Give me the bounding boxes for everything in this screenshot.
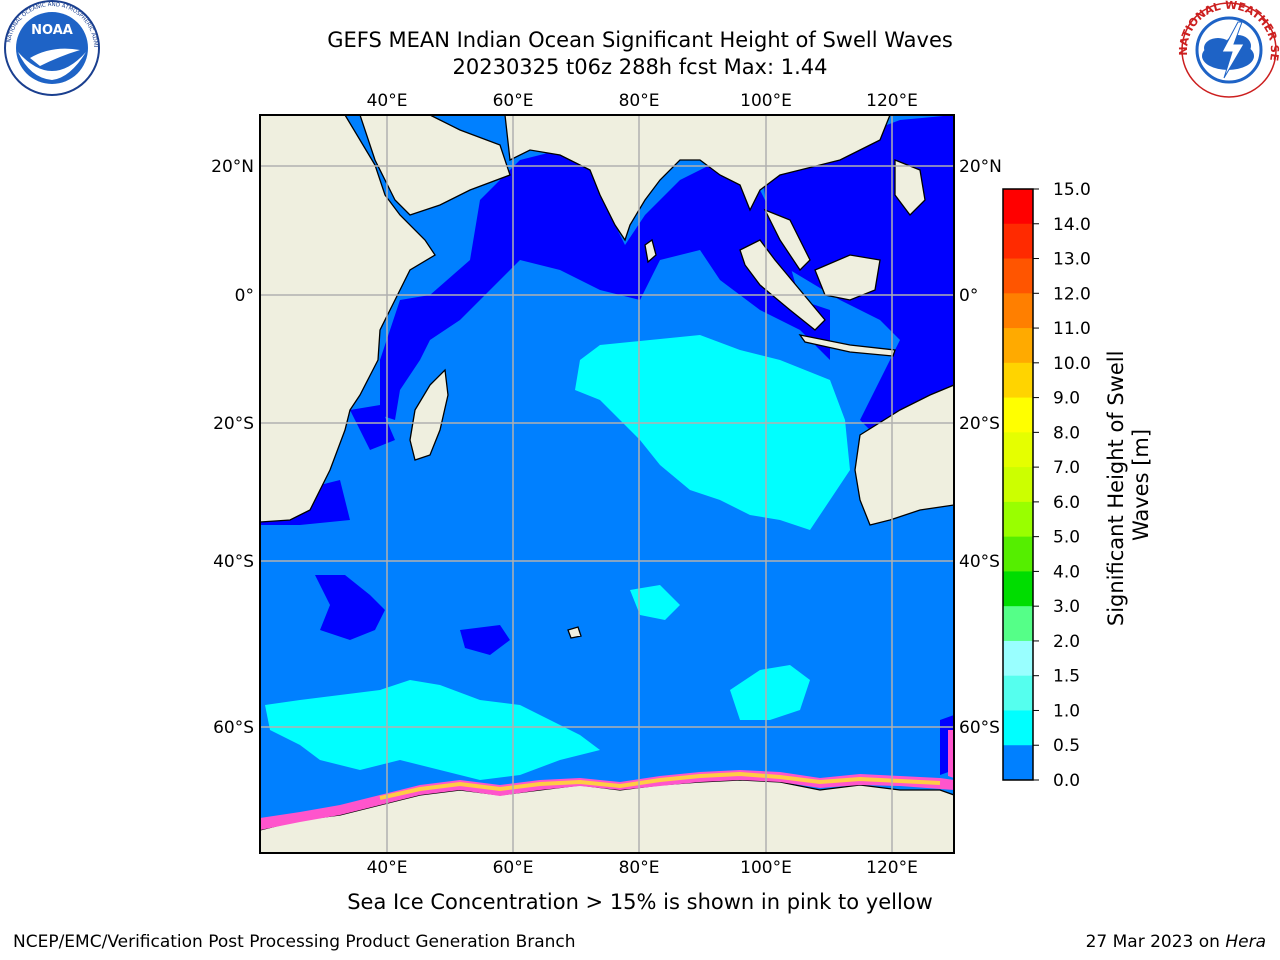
colorbar: 15.0 14.0 13.0 12.0 11.0 10.0 9.0 8.0 7.0 6.0 5.0 4…	[1002, 180, 1091, 791]
colorbar-label: Significant Height of Swell Waves [m]	[1104, 344, 1153, 626]
madagascar	[409, 368, 449, 461]
lat-tick-left: 20°S	[213, 414, 254, 434]
footer-right: 27 Mar 2023 on Hera	[1086, 932, 1266, 952]
colorbar-swatch	[1003, 501, 1033, 538]
arabia	[359, 115, 511, 216]
colorbar-tick-label: 2.0	[1053, 632, 1080, 652]
footer-left: NCEP/EMC/Verification Post Processing Pr…	[13, 932, 576, 952]
lat-tick-left: 0°	[235, 286, 254, 306]
chart-title: GEFS MEAN Indian Ocean Significant Heigh…	[0, 27, 1280, 81]
asia	[504, 115, 891, 242]
colorbar-swatch	[1003, 467, 1033, 503]
lon-tick-top: 80°E	[619, 91, 660, 111]
sumatra	[739, 239, 826, 331]
lon-tick-bottom: 60°E	[493, 858, 534, 878]
colorbar-swatch	[1003, 189, 1033, 225]
noaa-logo-text: NOAA	[31, 23, 73, 38]
colorbar-tick-label: 0.0	[1053, 771, 1080, 791]
title-line-2: 20230325 t06z 288h fcst Max: 1.44	[452, 55, 828, 79]
colorbar-tick-label: 6.0	[1053, 493, 1080, 513]
lon-tick-bottom: 120°E	[866, 858, 918, 878]
java	[798, 334, 896, 357]
colorbar-tick-label: 3.0	[1053, 597, 1080, 617]
lat-tick-left: 60°S	[213, 718, 254, 738]
colorbar-tick-label: 11.0	[1053, 319, 1091, 339]
colorbar-swatch	[1003, 258, 1033, 294]
lon-tick-bottom: 100°E	[740, 858, 792, 878]
lat-tick-right: 40°S	[959, 552, 1000, 572]
lat-tick-left: 40°S	[213, 552, 254, 572]
colorbar-swatch	[1003, 397, 1033, 433]
colorbar-tick-label: 5.0	[1053, 528, 1080, 548]
colorbar-swatch	[1003, 432, 1033, 468]
graticule	[260, 115, 954, 853]
colorbar-swatch	[1003, 571, 1033, 607]
colorbar-swatch	[1003, 710, 1033, 746]
lon-tick-top: 40°E	[367, 91, 408, 111]
colorbar-frame	[1002, 188, 1034, 781]
colorbar-tick-label: 4.0	[1053, 562, 1080, 582]
colorbar-swatch	[1003, 745, 1033, 781]
higher-swell-regions	[265, 335, 850, 780]
malay-peninsula	[763, 208, 811, 272]
kerguelen	[567, 626, 582, 639]
sea-ice-band	[260, 730, 954, 830]
colorbar-swatch	[1003, 223, 1033, 260]
lon-tick-bottom: 80°E	[619, 858, 660, 878]
nws-logo: NATIONAL WEATHER SERVICE	[1178, 0, 1280, 98]
lon-tick-bottom: 40°E	[367, 858, 408, 878]
colorbar-tick-label: 14.0	[1053, 215, 1091, 235]
colorbar-swatch	[1003, 606, 1033, 642]
footer-host: Hera	[1225, 932, 1266, 952]
land-masses	[260, 115, 954, 853]
lat-tick-right: 0°	[959, 286, 978, 306]
australia	[854, 384, 954, 526]
lon-tick-top: 100°E	[740, 91, 792, 111]
colorbar-swatch	[1003, 293, 1033, 329]
colorbar-tick-label: 7.0	[1053, 458, 1080, 478]
philippines	[894, 159, 926, 216]
colorbar-swatch	[1003, 640, 1033, 677]
colorbar-swatch	[1003, 536, 1033, 572]
lon-tick-top: 120°E	[866, 91, 918, 111]
noaa-logo: NOAA NATIONAL OCEANIC AND ATMOSPHERIC AD…	[0, 0, 100, 96]
colorbar-tick-label: 8.0	[1053, 423, 1080, 443]
colorbar-tick-label: 12.0	[1053, 284, 1091, 304]
colorbar-tick-label: 0.5	[1053, 736, 1080, 756]
lat-tick-right: 20°N	[959, 157, 1002, 177]
colorbar-tick-label: 9.0	[1053, 389, 1080, 409]
lon-tick-top: 60°E	[493, 91, 534, 111]
colorbar-tick-label: 15.0	[1053, 180, 1091, 200]
colorbar-swatch	[1003, 362, 1033, 399]
lat-tick-left: 20°N	[211, 157, 254, 177]
colorbar-tick-label: 13.0	[1053, 250, 1091, 270]
colorbar-swatch	[1003, 328, 1033, 364]
colorbar-tick-label: 1.0	[1053, 701, 1080, 721]
title-line-1: GEFS MEAN Indian Ocean Significant Heigh…	[327, 28, 953, 52]
footer-date: 27 Mar 2023 on	[1085, 932, 1226, 952]
colorbar-tick-label: 10.0	[1053, 354, 1091, 374]
colorbar-swatch	[1003, 675, 1033, 711]
lat-tick-right: 60°S	[959, 718, 1000, 738]
lat-tick-right: 20°S	[959, 414, 1000, 434]
map-frame	[259, 114, 955, 854]
sri-lanka	[644, 238, 657, 264]
sea-ice-note: Sea Ice Concentration > 15% is shown in …	[347, 890, 933, 914]
colorbar-tick-label: 1.5	[1053, 667, 1080, 687]
